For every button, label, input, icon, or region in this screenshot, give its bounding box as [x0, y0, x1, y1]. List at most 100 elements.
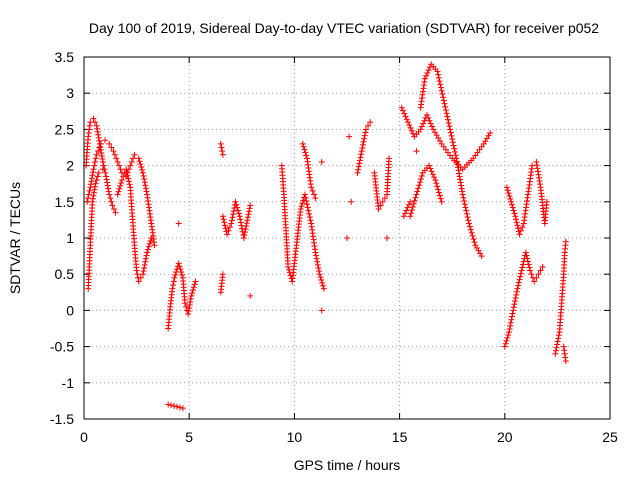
- data-point: [224, 231, 231, 238]
- data-point: [425, 114, 432, 121]
- data-point: [298, 203, 305, 210]
- data-point: [85, 133, 92, 140]
- data-point: [237, 219, 244, 226]
- data-point: [537, 267, 544, 274]
- data-point: [238, 222, 245, 229]
- data-point: [313, 255, 320, 262]
- data-point: [519, 224, 526, 231]
- data-point: [367, 119, 374, 126]
- data-point: [421, 117, 428, 124]
- grid: [84, 57, 610, 419]
- data-point: [399, 107, 406, 114]
- data-point: [145, 243, 152, 250]
- data-point: [436, 192, 443, 199]
- data-point: [120, 173, 127, 180]
- data-point: [117, 166, 124, 173]
- data-point: [470, 236, 477, 243]
- data-point: [136, 158, 143, 165]
- data-point: [302, 149, 309, 156]
- data-point: [513, 291, 520, 298]
- data-point: [90, 166, 97, 173]
- data-point: [232, 198, 239, 205]
- data-point: [99, 166, 106, 173]
- data-point: [181, 300, 188, 307]
- data-point: [97, 143, 104, 150]
- data-point: [141, 264, 148, 271]
- data-point: [415, 185, 422, 192]
- data-point: [429, 123, 436, 130]
- data-point: [473, 244, 480, 251]
- data-point: [144, 249, 151, 256]
- data-point: [467, 226, 474, 233]
- data-point: [404, 204, 411, 211]
- data-point: [478, 253, 485, 260]
- data-point: [515, 279, 522, 286]
- data-point: [413, 148, 420, 155]
- data-point: [96, 144, 103, 151]
- data-point: [417, 179, 424, 186]
- x-tick-label: 25: [602, 429, 618, 445]
- data-point: [534, 168, 541, 175]
- data-point: [475, 247, 482, 254]
- data-point: [511, 210, 518, 217]
- data-point: [427, 120, 434, 127]
- data-point: [116, 185, 123, 192]
- data-point: [554, 338, 561, 345]
- data-point: [562, 358, 569, 365]
- data-point: [463, 210, 470, 217]
- data-point: [118, 179, 125, 186]
- data-point: [453, 158, 460, 165]
- data-point: [416, 182, 423, 189]
- data-point: [515, 282, 522, 289]
- data-point: [423, 72, 430, 79]
- data-point: [93, 177, 100, 184]
- y-tick-label: 1.5: [55, 194, 75, 210]
- data-point: [435, 74, 442, 81]
- data-point: [235, 207, 242, 214]
- data-point: [362, 129, 369, 136]
- data-point: [528, 271, 535, 278]
- data-point: [247, 292, 254, 299]
- data-point: [142, 185, 149, 192]
- x-tick-label: 20: [497, 429, 513, 445]
- data-point: [219, 148, 226, 155]
- data-point: [125, 178, 132, 185]
- data-point: [458, 182, 465, 189]
- data-point: [110, 206, 117, 213]
- data-point: [443, 110, 450, 117]
- data-point: [508, 316, 515, 323]
- data-point: [444, 116, 451, 123]
- data-point: [426, 162, 433, 169]
- data-point: [466, 220, 473, 227]
- data-point: [501, 343, 508, 350]
- data-point: [359, 145, 366, 152]
- plot-frame: [83, 56, 611, 420]
- data-point: [503, 337, 510, 344]
- data-point: [113, 155, 120, 162]
- data-point: [107, 195, 114, 202]
- data-point: [524, 258, 531, 265]
- data-point: [104, 179, 111, 186]
- y-tick-label: 1: [66, 230, 74, 246]
- data-point: [317, 274, 324, 281]
- data-point: [543, 198, 550, 205]
- data-point: [485, 132, 492, 139]
- data-point: [318, 307, 325, 314]
- x-tick-label: 10: [287, 429, 303, 445]
- data-point: [171, 274, 178, 281]
- data-point: [482, 138, 489, 145]
- data-point: [435, 71, 442, 78]
- data-point: [103, 176, 110, 183]
- data-point: [134, 271, 141, 278]
- data-point: [436, 78, 443, 85]
- data-point: [230, 211, 237, 218]
- data-point: [141, 179, 148, 186]
- data-point: [509, 204, 516, 211]
- data-point: [171, 402, 178, 409]
- data-point: [244, 214, 251, 221]
- data-point: [168, 402, 175, 409]
- data-point: [318, 158, 325, 165]
- data-point: [427, 165, 434, 172]
- data-point: [520, 261, 527, 268]
- data-point: [172, 271, 179, 278]
